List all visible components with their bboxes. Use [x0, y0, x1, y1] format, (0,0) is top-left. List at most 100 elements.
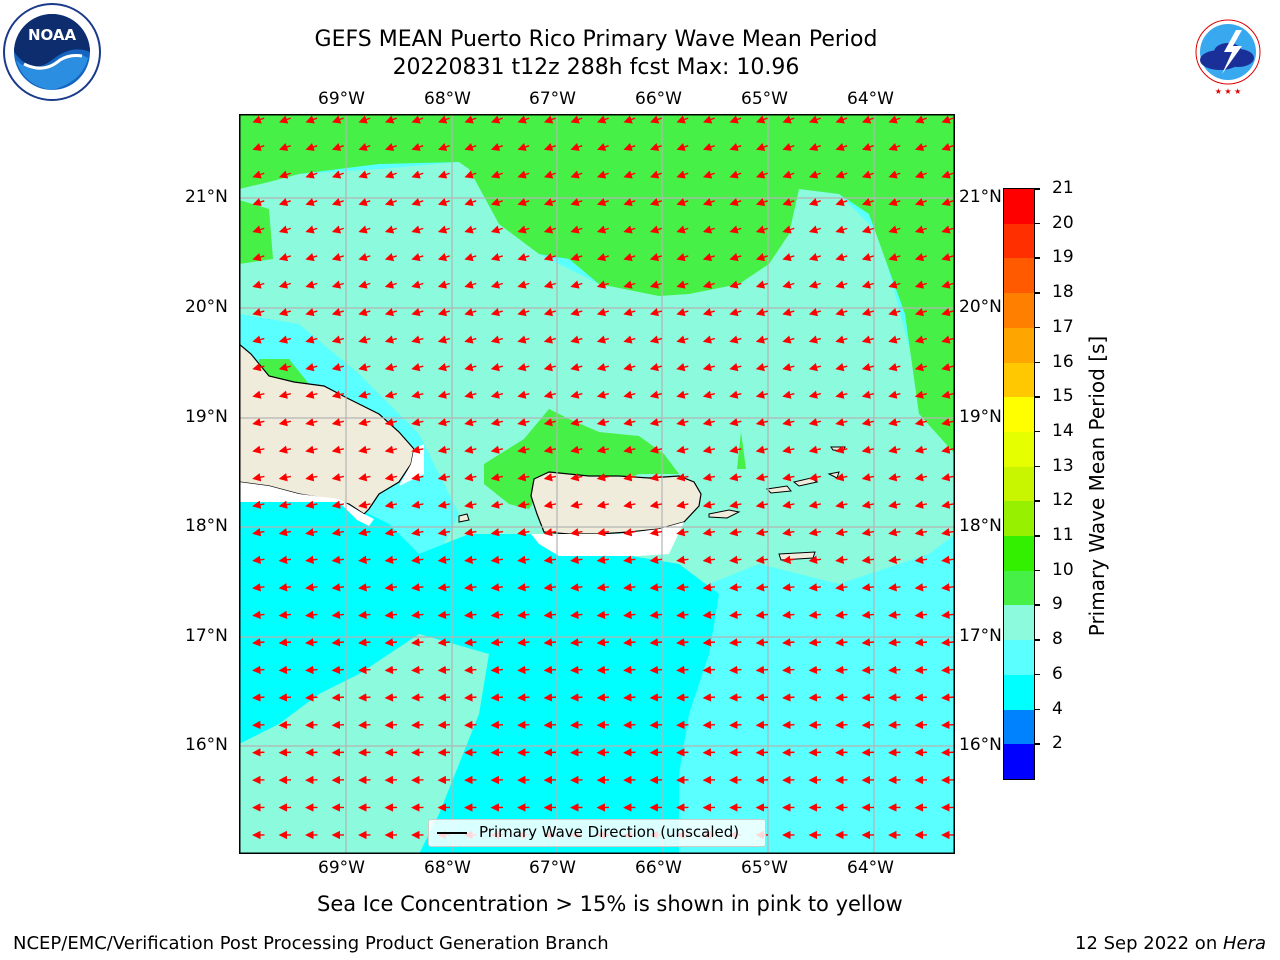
wave-direction-arrow	[941, 720, 954, 730]
wave-direction-arrow	[384, 583, 398, 592]
wave-direction-arrow	[596, 418, 610, 427]
wave-direction-arrow	[358, 418, 371, 427]
wave-direction-arrow	[623, 390, 636, 399]
wave-direction-arrow	[570, 308, 583, 317]
wave-direction-arrow	[570, 280, 583, 289]
wave-direction-arrow	[888, 610, 901, 620]
wave-direction-arrow	[676, 445, 689, 454]
wave-direction-arrow	[729, 665, 742, 675]
wave-direction-arrow	[305, 280, 318, 289]
wave-direction-arrow	[596, 225, 609, 234]
wave-direction-arrow	[729, 225, 742, 234]
wave-direction-arrow	[623, 638, 636, 647]
wave-direction-arrow	[331, 610, 345, 620]
wave-direction-arrow	[623, 528, 636, 537]
wave-direction-arrow	[914, 253, 927, 262]
lon-label-bottom: 65°W	[741, 858, 788, 878]
wave-direction-arrow	[755, 445, 769, 454]
wave-direction-arrow	[623, 473, 636, 482]
nws-logo: ★ ★ ★	[1178, 2, 1278, 106]
wave-direction-arrow	[861, 693, 875, 702]
wave-direction-arrow	[490, 143, 503, 151]
wave-direction-arrow	[888, 528, 901, 537]
wave-direction-arrow	[941, 445, 954, 454]
wave-direction-arrow	[384, 693, 398, 702]
wave-direction-arrow	[464, 280, 477, 289]
wave-direction-arrow	[517, 115, 530, 124]
wave-direction-arrow	[649, 308, 662, 317]
wave-direction-arrow	[676, 473, 689, 482]
wave-direction-arrow	[676, 225, 689, 234]
wave-direction-arrow	[464, 363, 477, 372]
wave-direction-arrow	[464, 335, 477, 344]
wave-direction-arrow	[941, 335, 954, 344]
wave-direction-arrow	[729, 280, 742, 289]
wave-direction-arrow	[331, 225, 344, 234]
wave-direction-arrow	[437, 198, 450, 207]
wave-direction-arrow	[570, 555, 583, 564]
wave-direction-arrow	[729, 555, 742, 564]
wave-direction-arrow	[278, 308, 291, 317]
wave-direction-arrow	[331, 335, 344, 344]
wave-direction-arrow	[649, 253, 662, 262]
wave-direction-arrow	[914, 693, 928, 702]
wave-direction-arrow	[861, 638, 875, 647]
lon-label-bottom: 68°W	[424, 858, 471, 878]
colorbar-tick-mark	[1034, 188, 1040, 190]
wave-direction-arrow	[305, 170, 318, 179]
wave-direction-arrow	[914, 500, 928, 509]
wave-direction-arrow	[331, 665, 345, 675]
noaa-logo-text: NOAA	[28, 26, 77, 44]
wave-direction-arrow	[570, 115, 583, 124]
wave-direction-arrow	[305, 390, 318, 399]
wave-direction-arrow	[623, 115, 636, 124]
wave-direction-arrow	[729, 583, 742, 592]
wave-direction-arrow	[649, 693, 663, 702]
wave-direction-arrow	[729, 335, 742, 344]
colorbar-tick-label: 12	[1052, 490, 1074, 511]
wave-direction-arrow	[278, 170, 291, 179]
wave-direction-arrow	[543, 253, 556, 262]
wave-direction-arrow	[649, 473, 663, 482]
wave-direction-arrow	[596, 143, 609, 151]
wave-direction-arrow	[570, 418, 583, 427]
wave-direction-arrow	[437, 693, 451, 702]
wave-direction-arrow	[305, 720, 318, 730]
wave-direction-arrow	[649, 143, 662, 151]
wave-direction-arrow	[305, 418, 318, 427]
wave-direction-arrow	[384, 610, 398, 620]
wave-direction-arrow	[411, 115, 424, 124]
wave-direction-arrow	[384, 308, 397, 317]
period-10-11-region-west	[239, 200, 273, 264]
wave-direction-arrow	[755, 610, 769, 620]
wave-direction-arrow	[464, 473, 477, 482]
wave-direction-arrow	[490, 528, 504, 537]
wave-direction-arrow	[278, 390, 292, 399]
wave-direction-arrow	[808, 363, 822, 372]
wave-direction-arrow	[252, 280, 265, 289]
wave-direction-arrow	[543, 693, 557, 702]
wave-direction-arrow	[861, 363, 875, 372]
noaa-logo: NOAA	[2, 2, 102, 106]
wave-direction-arrow	[490, 170, 503, 179]
lat-label-right: 21°N	[959, 187, 1002, 207]
wave-direction-arrow	[861, 610, 875, 620]
wave-direction-arrow	[252, 583, 265, 592]
lon-label-bottom: 66°W	[635, 858, 682, 878]
wave-direction-arrow	[676, 665, 689, 675]
wave-direction-arrow	[517, 665, 530, 675]
wave-direction-arrow	[888, 390, 901, 399]
wave-direction-arrow	[914, 665, 928, 675]
wave-direction-arrow	[808, 500, 822, 509]
wave-direction-arrow	[755, 363, 769, 372]
wave-direction-arrow	[835, 363, 848, 372]
colorbar-segment	[1004, 327, 1034, 364]
wave-direction-arrow	[464, 225, 477, 234]
wave-direction-arrow	[570, 473, 583, 482]
wave-direction-arrow	[888, 225, 901, 234]
wave-direction-arrow	[358, 500, 371, 509]
wave-direction-arrow	[914, 198, 927, 207]
wave-direction-arrow	[808, 583, 822, 592]
wave-direction-arrow	[411, 638, 424, 647]
wave-direction-arrow	[649, 198, 662, 207]
